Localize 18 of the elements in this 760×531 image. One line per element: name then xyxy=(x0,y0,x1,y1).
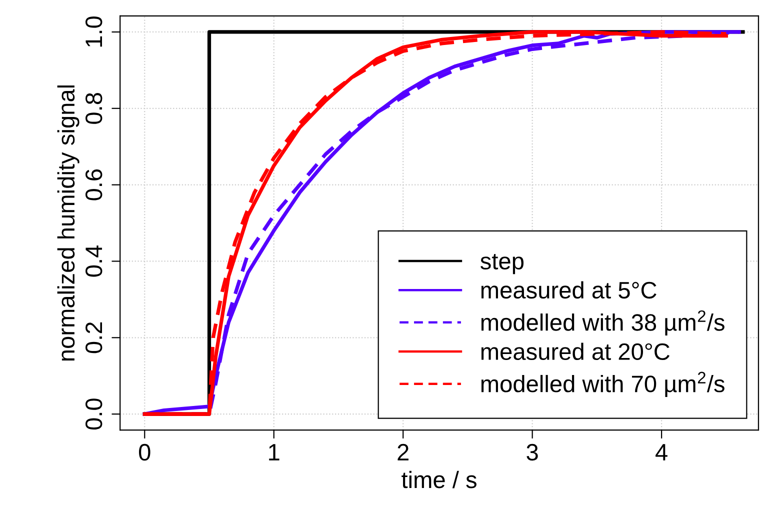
y-tick-label: 0.2 xyxy=(86,322,102,354)
legend-label: modelled with 38 µm$^{2}$/s xyxy=(481,310,724,336)
legend-label: measured at 5°C xyxy=(481,281,656,299)
legend-label: measured at 20°C xyxy=(481,342,670,360)
y-tick-label: 0.8 xyxy=(86,93,102,124)
x-axis-title: time / s xyxy=(402,470,476,488)
legend-label: step xyxy=(480,254,524,274)
x-tick-label: 0 xyxy=(138,444,150,461)
y-axis-title: normalized humidity signal xyxy=(57,85,80,361)
y-tick-label: 0.0 xyxy=(86,398,102,430)
y-tick-label: 1.0 xyxy=(86,16,102,47)
legend-label: modelled with 70 µm$^{2}$/s xyxy=(481,372,724,397)
y-tick-label: 0.6 xyxy=(86,169,102,200)
x-tick-label: 2 xyxy=(398,444,408,460)
x-tick-label: 4 xyxy=(656,444,668,460)
y-tick-label: 0.4 xyxy=(86,246,102,277)
x-tick-label: 1 xyxy=(269,444,280,460)
x-tick-label: 3 xyxy=(526,444,538,461)
